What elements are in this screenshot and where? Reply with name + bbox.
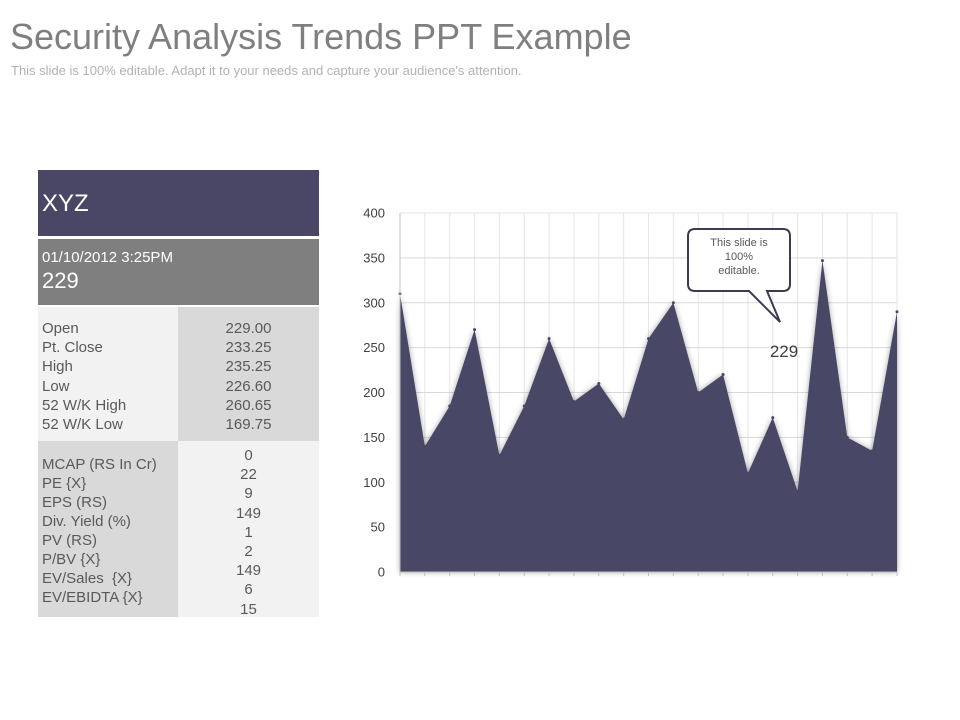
y-tick-label: 100 bbox=[363, 475, 385, 490]
quote-label: Pt. Close bbox=[42, 339, 103, 357]
ratio-label: Div. Yield (%) bbox=[42, 513, 131, 530]
quote-label: 52 W/K Low bbox=[42, 416, 123, 434]
callout-text-line: This slide is bbox=[710, 237, 768, 249]
ratio-values: 0 22 9 149 1 2 149 6 15 bbox=[178, 441, 319, 618]
ratio-value: 9 bbox=[244, 485, 253, 503]
quote-value: 169.75 bbox=[225, 416, 272, 434]
y-tick-label: 150 bbox=[363, 430, 385, 445]
quote-label: High bbox=[42, 358, 73, 376]
chart-annotation-value: 229 bbox=[770, 342, 798, 361]
ratio-label: EV/Sales {X} bbox=[42, 570, 133, 587]
data-point bbox=[647, 337, 650, 341]
data-point bbox=[696, 391, 700, 394]
callout-text-line: 100% bbox=[725, 251, 753, 263]
stock-name: XYZ bbox=[38, 170, 319, 236]
data-point bbox=[497, 453, 501, 457]
ratio-label: PE {X} bbox=[42, 475, 87, 492]
quote-values: 229.00 233.25 235.25 226.60 260.65 169.7… bbox=[178, 307, 319, 441]
quote-labels: Open Pt. Close High Low 52 W/K High 52 W… bbox=[38, 307, 178, 441]
data-point bbox=[448, 404, 452, 408]
data-point bbox=[746, 471, 750, 475]
stock-card: XYZ 01/10/2012 3:25PM 229 Open Pt. Close… bbox=[38, 170, 319, 618]
y-tick-label: 350 bbox=[363, 250, 385, 265]
data-point bbox=[771, 416, 775, 420]
data-point bbox=[622, 417, 626, 421]
quote-label: Low bbox=[42, 377, 70, 395]
ratio-label: MCAP (RS In Cr) bbox=[42, 456, 157, 473]
quote-value: 229.00 bbox=[225, 320, 272, 337]
y-tick-label: 50 bbox=[371, 520, 385, 535]
data-point bbox=[895, 310, 899, 314]
data-point bbox=[572, 399, 576, 403]
ratio-value: 22 bbox=[240, 466, 257, 484]
data-point bbox=[597, 382, 601, 386]
ratio-value: 0 bbox=[244, 447, 253, 464]
slide-title: Security Analysis Trends PPT Example bbox=[10, 16, 632, 57]
data-point bbox=[820, 259, 824, 263]
ratio-value: 2 bbox=[244, 543, 253, 561]
ratio-value: 6 bbox=[244, 581, 253, 599]
y-tick-label: 200 bbox=[363, 385, 385, 400]
ratio-labels: MCAP (RS In Cr) PE {X} EPS (RS) Div. Yie… bbox=[38, 441, 178, 617]
ratio-value: 149 bbox=[235, 504, 262, 522]
ratio-value: 149 bbox=[235, 562, 262, 580]
data-point bbox=[473, 328, 477, 332]
quote-datetime: 01/10/2012 3:25PM bbox=[42, 249, 173, 266]
ratio-label: P/BV {X} bbox=[42, 551, 101, 568]
ratio-table: MCAP (RS In Cr) PE {X} EPS (RS) Div. Yie… bbox=[38, 441, 319, 618]
callout-text-line: editable. bbox=[718, 265, 760, 277]
price-area bbox=[400, 260, 897, 572]
y-tick-label: 300 bbox=[363, 295, 385, 310]
ratio-label: EV/EBIDTA {X} bbox=[42, 589, 143, 606]
data-point bbox=[671, 301, 675, 305]
ratio-label: PV (RS) bbox=[42, 532, 98, 549]
ratio-value: 1 bbox=[244, 523, 253, 541]
price-panel: 01/10/2012 3:25PM 229 bbox=[38, 239, 319, 305]
y-tick-label: 400 bbox=[363, 206, 385, 221]
quote-value: 226.60 bbox=[225, 377, 272, 395]
y-tick-label: 250 bbox=[363, 340, 385, 355]
ratio-label: EPS (RS) bbox=[42, 494, 108, 511]
quote-label: Open bbox=[42, 320, 79, 337]
slide-subtitle: This slide is 100% editable. Adapt it to… bbox=[11, 63, 522, 78]
quote-value: 260.65 bbox=[225, 396, 272, 414]
data-point bbox=[845, 435, 849, 439]
quote-table: Open Pt. Close High Low 52 W/K High 52 W… bbox=[38, 307, 319, 441]
ratio-value: 15 bbox=[240, 600, 257, 618]
current-price: 229 bbox=[42, 268, 79, 293]
quote-value: 235.25 bbox=[225, 358, 272, 376]
data-point bbox=[547, 337, 551, 341]
data-point bbox=[796, 489, 800, 493]
data-point bbox=[721, 373, 725, 377]
data-point bbox=[423, 444, 427, 448]
quote-value: 233.25 bbox=[225, 339, 272, 357]
callout-bubble bbox=[687, 228, 791, 323]
quote-label: 52 W/K High bbox=[42, 396, 127, 414]
data-point bbox=[522, 404, 526, 408]
data-point bbox=[870, 449, 874, 453]
y-tick-label: 0 bbox=[378, 565, 385, 580]
